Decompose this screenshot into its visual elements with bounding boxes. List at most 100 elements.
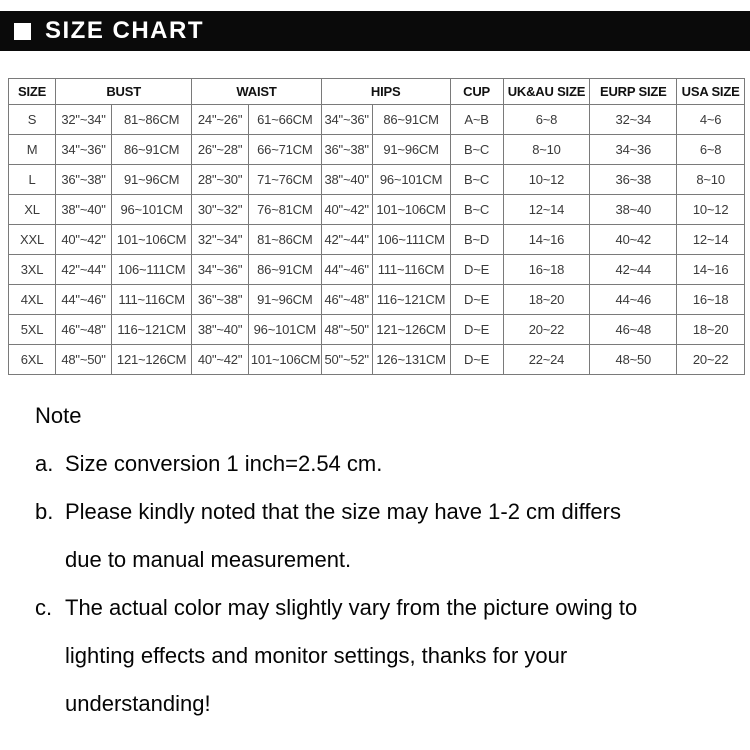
measurement-cell: 8~10 xyxy=(502,134,591,165)
size-label-cell: 4XL xyxy=(7,284,57,315)
size-chart-banner: SIZE CHART xyxy=(0,11,750,51)
size-table: SIZE BUST WAIST HIPS CUP UK&AU SIZE EURP SIZE U… xyxy=(7,78,745,375)
measurement-cell: B~C xyxy=(449,194,504,225)
measurement-cell: 121~126CM xyxy=(371,314,451,345)
measurement-cell: 44"~46" xyxy=(55,284,113,315)
measurement-cell: 101~106CM xyxy=(111,224,193,255)
measurement-cell: 36"~38" xyxy=(320,134,373,165)
note-line: due to manual measurement. xyxy=(65,547,352,572)
measurement-cell: 66~71CM xyxy=(247,134,322,165)
note-line: lighting effects and monitor settings, t… xyxy=(65,643,568,668)
notes-title: Note xyxy=(35,403,82,428)
column-header: HIPS xyxy=(320,78,451,105)
measurement-cell: 111~116CM xyxy=(371,254,451,285)
note-prefix: b. xyxy=(35,499,54,524)
measurement-cell: 116~121CM xyxy=(111,314,193,345)
measurement-cell: 111~116CM xyxy=(111,284,193,315)
measurement-cell: 106~111CM xyxy=(111,254,193,285)
note-line: c. The actual color may slightly vary fro… xyxy=(35,584,735,632)
table-row: S 32"~34" 81~86CM 24"~26" 61~66CM 34"~36" 86~9… xyxy=(7,104,745,135)
measurement-cell: 71~76CM xyxy=(247,164,322,195)
header-row: SIZE BUST WAIST HIPS CUP UK&AU SIZE EURP SIZE U… xyxy=(7,78,745,105)
measurement-cell: 16~18 xyxy=(676,284,745,315)
measurement-cell: 101~106CM xyxy=(247,344,322,375)
measurement-cell: 101~106CM xyxy=(371,194,451,225)
measurement-cell: 96~101CM xyxy=(111,194,193,225)
note-item-c: c. The actual color may slightly vary fro… xyxy=(35,584,735,728)
measurement-cell: 61~66CM xyxy=(247,104,322,135)
table-row: 6XL 48"~50" 121~126CM 40"~42" 101~106CM 50"~5… xyxy=(7,344,745,375)
table-row: 3XL 42"~44" 106~111CM 34"~36" 86~91CM 44"~46"… xyxy=(7,254,745,285)
measurement-cell: 96~101CM xyxy=(371,164,451,195)
note-line: b. Please kindly noted that the size may … xyxy=(35,488,735,536)
measurement-cell: 91~96CM xyxy=(111,164,193,195)
measurement-cell: B~C xyxy=(449,164,504,195)
measurement-cell: 96~101CM xyxy=(247,314,322,345)
size-label-cell: S xyxy=(7,104,57,135)
note-prefix: c. xyxy=(35,595,53,620)
measurement-cell: 86~91CM xyxy=(247,254,322,285)
measurement-cell: 86~91CM xyxy=(371,104,451,135)
measurement-cell: 42"~44" xyxy=(55,254,113,285)
table-row: L 36"~38" 91~96CM 28"~30" 71~76CM 38"~40" 96~1… xyxy=(7,164,745,195)
measurement-cell: 46~48 xyxy=(589,314,678,345)
size-label-cell: XXL xyxy=(7,224,57,255)
measurement-cell: D~E xyxy=(449,314,504,345)
measurement-cell: 116~121CM xyxy=(371,284,451,315)
measurement-cell: 76~81CM xyxy=(247,194,322,225)
note-item-a: a. Size conversion 1 inch=2.54 cm. xyxy=(35,440,735,488)
size-table-body: S 32"~34" 81~86CM 24"~26" 61~66CM 34"~36" 86~9… xyxy=(7,104,745,375)
column-header: EURP SIZE xyxy=(589,78,678,105)
measurement-cell: 48"~50" xyxy=(55,344,113,375)
note-prefix: a. xyxy=(35,451,54,476)
column-header: SIZE xyxy=(7,78,57,105)
measurement-cell: 12~14 xyxy=(676,224,745,255)
column-header: UK&AU SIZE xyxy=(502,78,591,105)
measurement-cell: 81~86CM xyxy=(111,104,193,135)
measurement-cell: 4~6 xyxy=(676,104,745,135)
measurement-cell: 24"~26" xyxy=(191,104,249,135)
table-row: 4XL 44"~46" 111~116CM 36"~38" 91~96CM 46"~48"… xyxy=(7,284,745,315)
size-label-cell: M xyxy=(7,134,57,165)
measurement-cell: 42"~44" xyxy=(320,224,373,255)
size-label-cell: XL xyxy=(7,194,57,225)
measurement-cell: 10~12 xyxy=(502,164,591,195)
measurement-cell: 38"~40" xyxy=(191,314,249,345)
measurement-cell: 36"~38" xyxy=(55,164,113,195)
measurement-cell: 34~36 xyxy=(589,134,678,165)
measurement-cell: 18~20 xyxy=(502,284,591,315)
measurement-cell: 22~24 xyxy=(502,344,591,375)
column-header: BUST xyxy=(55,78,193,105)
table-row: M 34"~36" 86~91CM 26"~28" 66~71CM 36"~38" 91~9… xyxy=(7,134,745,165)
measurement-cell: 34"~36" xyxy=(320,104,373,135)
measurement-cell: 10~12 xyxy=(676,194,745,225)
table-row: XXL 40"~42" 101~106CM 32"~34" 81~86CM 42"~44"… xyxy=(7,224,745,255)
measurement-cell: 40"~42" xyxy=(55,224,113,255)
measurement-cell: 46"~48" xyxy=(320,284,373,315)
measurement-cell: 30"~32" xyxy=(191,194,249,225)
measurement-cell: 38"~40" xyxy=(55,194,113,225)
measurement-cell: 91~96CM xyxy=(247,284,322,315)
measurement-cell: 34"~36" xyxy=(55,134,113,165)
measurement-cell: B~C xyxy=(449,134,504,165)
measurement-cell: 81~86CM xyxy=(247,224,322,255)
size-label-cell: 6XL xyxy=(7,344,57,375)
measurement-cell: 14~16 xyxy=(676,254,745,285)
measurement-cell: 26"~28" xyxy=(191,134,249,165)
measurement-cell: 50"~52" xyxy=(320,344,373,375)
measurement-cell: 40"~42" xyxy=(320,194,373,225)
measurement-cell: 6~8 xyxy=(502,104,591,135)
measurement-cell: 40~42 xyxy=(589,224,678,255)
column-header: CUP xyxy=(449,78,504,105)
note-text: The actual color may slightly vary from … xyxy=(65,595,638,620)
measurement-cell: 44"~46" xyxy=(320,254,373,285)
measurement-cell: 32"~34" xyxy=(55,104,113,135)
measurement-cell: 48"~50" xyxy=(320,314,373,345)
measurement-cell: B~D xyxy=(449,224,504,255)
measurement-cell: 32~34 xyxy=(589,104,678,135)
measurement-cell: 16~18 xyxy=(502,254,591,285)
measurement-cell: 126~131CM xyxy=(371,344,451,375)
size-label-cell: 3XL xyxy=(7,254,57,285)
measurement-cell: 38"~40" xyxy=(320,164,373,195)
measurement-cell: 36"~38" xyxy=(191,284,249,315)
